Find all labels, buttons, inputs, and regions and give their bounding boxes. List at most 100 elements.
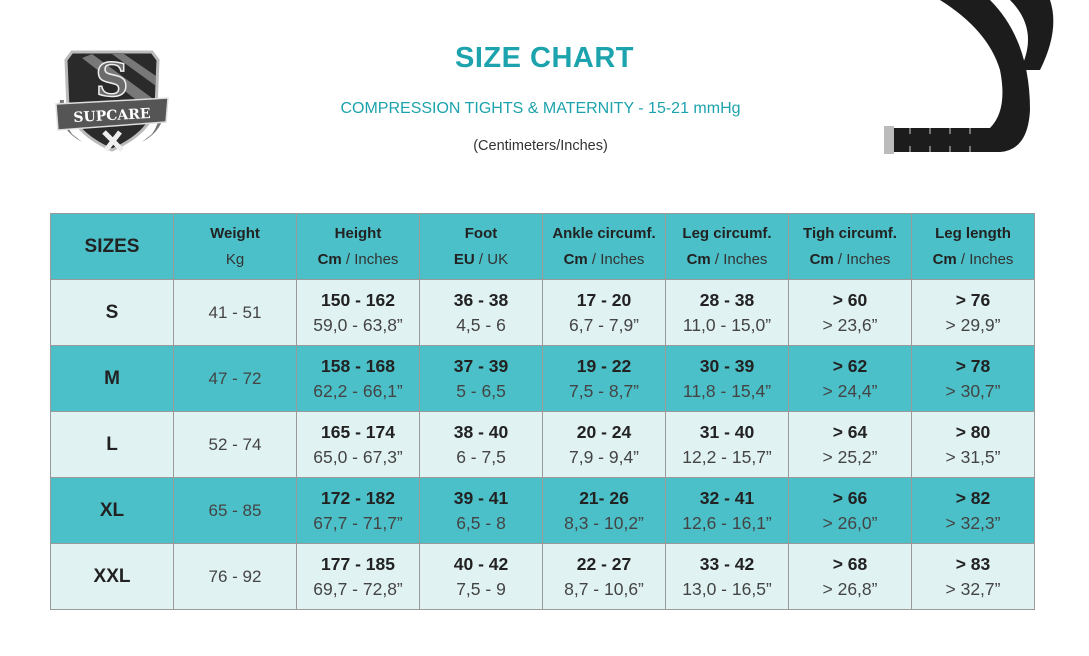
imperial-value: 7,5 - 9 [456, 578, 506, 599]
metric-value: 150 - 162 [321, 289, 395, 310]
metric-value: 40 - 42 [453, 553, 509, 574]
measure-cell: 22 - 27 8,7 - 10,6” [542, 543, 666, 610]
metric-value: > 66 [832, 487, 868, 508]
imperial-value: 62,2 - 66,1” [313, 380, 403, 401]
imperial-value: 7,5 - 8,7” [568, 380, 640, 401]
imperial-value: 5 - 6,5 [456, 380, 506, 401]
metric-value: > 83 [955, 553, 991, 574]
column-name: Leg circumf. [682, 224, 772, 242]
imperial-value: 67,7 - 71,7” [313, 512, 403, 533]
size-label: XL [99, 499, 125, 521]
metric-value: 32 - 41 [699, 487, 755, 508]
measure-cell: 37 - 39 5 - 6,5 [419, 345, 543, 412]
imperial-value: > 26,8” [822, 578, 878, 599]
measure-cell: > 62 > 24,4” [788, 345, 912, 412]
metric-value: 19 - 22 [576, 355, 632, 376]
measure-cell: 20 - 24 7,9 - 9,4” [542, 411, 666, 478]
column-header: Foot EU / UK [419, 213, 543, 280]
imperial-value: > 32,3” [945, 512, 1001, 533]
measure-cell: > 66 > 26,0” [788, 477, 912, 544]
column-name: Height [334, 224, 382, 242]
column-unit: Cm / Inches [809, 250, 891, 268]
measure-cell: 39 - 41 6,5 - 8 [419, 477, 543, 544]
weight-value: 47 - 72 [208, 368, 262, 388]
imperial-value: 8,3 - 10,2” [564, 512, 644, 533]
page-subtitle: COMPRESSION TIGHTS & MATERNITY - 15-21 m… [340, 100, 741, 117]
svg-text:S: S [95, 53, 128, 107]
metric-value: > 76 [955, 289, 991, 310]
metric-value: 38 - 40 [453, 421, 509, 442]
weight-cell: 41 - 51 [173, 279, 297, 346]
metric-value: 158 - 168 [321, 355, 395, 376]
imperial-value: > 26,0” [822, 512, 878, 533]
measure-cell: > 68 > 26,8” [788, 543, 912, 610]
metric-value: > 82 [955, 487, 991, 508]
column-header: Leg circumf. Cm / Inches [665, 213, 789, 280]
imperial-value: 4,5 - 6 [456, 314, 506, 335]
column-unit: Cm / Inches [317, 250, 399, 268]
size-cell: S [50, 279, 174, 346]
sizes-header: SIZES [50, 213, 174, 280]
table-row: M 47 - 72 158 - 168 62,2 - 66,1” 37 - 39 5 - … [50, 345, 1035, 412]
imperial-value: 65,0 - 67,3” [313, 446, 403, 467]
measure-cell: > 60 > 23,6” [788, 279, 912, 346]
imperial-value: 59,0 - 63,8” [313, 314, 403, 335]
measure-cell: 32 - 41 12,6 - 16,1” [665, 477, 789, 544]
metric-value: > 80 [955, 421, 991, 442]
measure-cell: > 82 > 32,3” [911, 477, 1035, 544]
measure-cell: 28 - 38 11,0 - 15,0” [665, 279, 789, 346]
metric-value: 36 - 38 [453, 289, 509, 310]
size-label: XXL [93, 565, 131, 587]
measure-cell: 158 - 168 62,2 - 66,1” [296, 345, 420, 412]
metric-value: 17 - 20 [576, 289, 632, 310]
metric-value: 22 - 27 [576, 553, 632, 574]
imperial-value: 8,7 - 10,6” [564, 578, 644, 599]
metric-value: 30 - 39 [699, 355, 755, 376]
measure-cell: > 80 > 31,5” [911, 411, 1035, 478]
imperial-value: 12,2 - 15,7” [682, 446, 772, 467]
measuring-tape-image [884, 0, 1054, 154]
imperial-value: 13,0 - 16,5” [682, 578, 772, 599]
metric-value: 28 - 38 [699, 289, 755, 310]
imperial-value: 7,9 - 9,4” [568, 446, 640, 467]
column-name: Ankle circumf. [552, 224, 656, 242]
measure-cell: 33 - 42 13,0 - 16,5” [665, 543, 789, 610]
imperial-value: > 29,9” [945, 314, 1001, 335]
weight-cell: 47 - 72 [173, 345, 297, 412]
metric-value: > 68 [832, 553, 868, 574]
column-unit: Kg [225, 250, 245, 268]
measure-cell: 31 - 40 12,2 - 15,7” [665, 411, 789, 478]
weight-value: 52 - 74 [208, 434, 262, 454]
measure-cell: 165 - 174 65,0 - 67,3” [296, 411, 420, 478]
weight-value: 65 - 85 [208, 500, 262, 520]
metric-value: 37 - 39 [453, 355, 509, 376]
weight-value: 41 - 51 [208, 302, 262, 322]
imperial-value: > 30,7” [945, 380, 1001, 401]
column-name: Weight [210, 224, 260, 242]
metric-value: 33 - 42 [699, 553, 755, 574]
weight-cell: 52 - 74 [173, 411, 297, 478]
weight-cell: 76 - 92 [173, 543, 297, 610]
imperial-value: 11,8 - 15,4” [682, 380, 772, 401]
column-name: Tigh circumf. [803, 224, 897, 242]
size-label: S [105, 301, 119, 323]
measure-cell: 21- 26 8,3 - 10,2” [542, 477, 666, 544]
imperial-value: 12,6 - 16,1” [682, 512, 772, 533]
imperial-value: > 25,2” [822, 446, 878, 467]
imperial-value: 69,7 - 72,8” [313, 578, 403, 599]
table-row: S 41 - 51 150 - 162 59,0 - 63,8” 36 - 38 4,5 … [50, 279, 1035, 346]
column-header: Tigh circumf. Cm / Inches [788, 213, 912, 280]
metric-value: > 78 [955, 355, 991, 376]
size-label: M [104, 367, 120, 389]
column-unit: Cm / Inches [686, 250, 768, 268]
table-row: XL 65 - 85 172 - 182 67,7 - 71,7” 39 - 41 6,5… [50, 477, 1035, 544]
measure-cell: > 83 > 32,7” [911, 543, 1035, 610]
column-unit: Cm / Inches [932, 250, 1014, 268]
column-header: Weight Kg [173, 213, 297, 280]
imperial-value: 6 - 7,5 [456, 446, 506, 467]
column-header: Leg length Cm / Inches [911, 213, 1035, 280]
metric-value: 172 - 182 [321, 487, 395, 508]
metric-value: 20 - 24 [576, 421, 632, 442]
column-name: Foot [464, 224, 498, 242]
size-cell: XXL [50, 543, 174, 610]
